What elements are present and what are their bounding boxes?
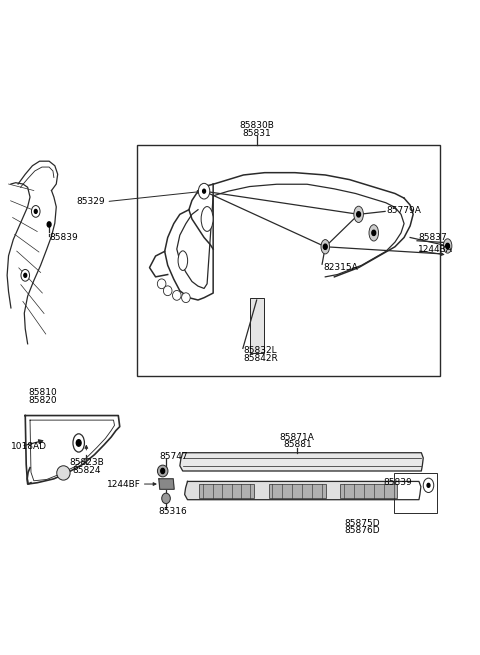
Ellipse shape — [162, 493, 170, 504]
Bar — [250, 297, 264, 353]
Ellipse shape — [369, 225, 379, 241]
Ellipse shape — [444, 239, 452, 253]
Ellipse shape — [354, 206, 363, 223]
Ellipse shape — [163, 286, 172, 295]
Bar — [199, 484, 254, 498]
Text: 85842R: 85842R — [244, 354, 278, 363]
Ellipse shape — [181, 293, 190, 303]
Circle shape — [372, 231, 376, 235]
Circle shape — [427, 483, 430, 487]
Text: 85832L: 85832L — [244, 346, 277, 355]
Circle shape — [357, 212, 360, 217]
Text: 85779A: 85779A — [386, 206, 421, 215]
Text: 82315A: 82315A — [323, 263, 358, 272]
Circle shape — [24, 273, 27, 277]
Circle shape — [76, 440, 81, 446]
Text: 85876D: 85876D — [345, 527, 381, 536]
Circle shape — [21, 269, 30, 281]
Circle shape — [32, 206, 40, 217]
Circle shape — [324, 244, 327, 250]
Polygon shape — [185, 481, 421, 500]
Ellipse shape — [157, 279, 166, 289]
Circle shape — [423, 478, 434, 493]
Text: 85871A: 85871A — [280, 432, 315, 441]
Text: 85747: 85747 — [159, 452, 188, 461]
Text: 85316: 85316 — [159, 507, 188, 516]
Text: 85831: 85831 — [242, 128, 271, 138]
Ellipse shape — [157, 465, 168, 477]
Text: 1244BF: 1244BF — [107, 479, 141, 489]
Circle shape — [161, 468, 165, 474]
Circle shape — [446, 244, 449, 249]
Ellipse shape — [321, 240, 330, 254]
Polygon shape — [180, 453, 423, 471]
Text: 85329: 85329 — [77, 197, 106, 206]
Text: 85875D: 85875D — [345, 519, 381, 528]
Text: 85839: 85839 — [49, 233, 78, 242]
Text: 85823B: 85823B — [69, 458, 104, 467]
Text: 85881: 85881 — [283, 440, 312, 449]
Text: 85820: 85820 — [29, 396, 57, 405]
Ellipse shape — [57, 466, 70, 480]
Bar — [340, 484, 397, 498]
Text: 85839: 85839 — [383, 478, 412, 487]
Text: 1018AD: 1018AD — [11, 441, 47, 451]
Polygon shape — [159, 479, 174, 489]
Circle shape — [198, 183, 210, 199]
Text: 85830B: 85830B — [239, 121, 274, 130]
Circle shape — [34, 210, 37, 214]
Bar — [394, 473, 437, 514]
Text: 85837: 85837 — [418, 233, 447, 242]
Ellipse shape — [172, 290, 181, 300]
Ellipse shape — [201, 206, 213, 231]
Text: 1244BA: 1244BA — [418, 245, 453, 253]
Polygon shape — [25, 415, 120, 484]
Bar — [269, 484, 326, 498]
Bar — [137, 145, 441, 377]
Ellipse shape — [178, 251, 188, 271]
Circle shape — [47, 222, 51, 227]
Text: 85810: 85810 — [28, 388, 57, 397]
Text: 85824: 85824 — [72, 466, 101, 475]
Circle shape — [203, 189, 205, 193]
Ellipse shape — [73, 434, 84, 452]
